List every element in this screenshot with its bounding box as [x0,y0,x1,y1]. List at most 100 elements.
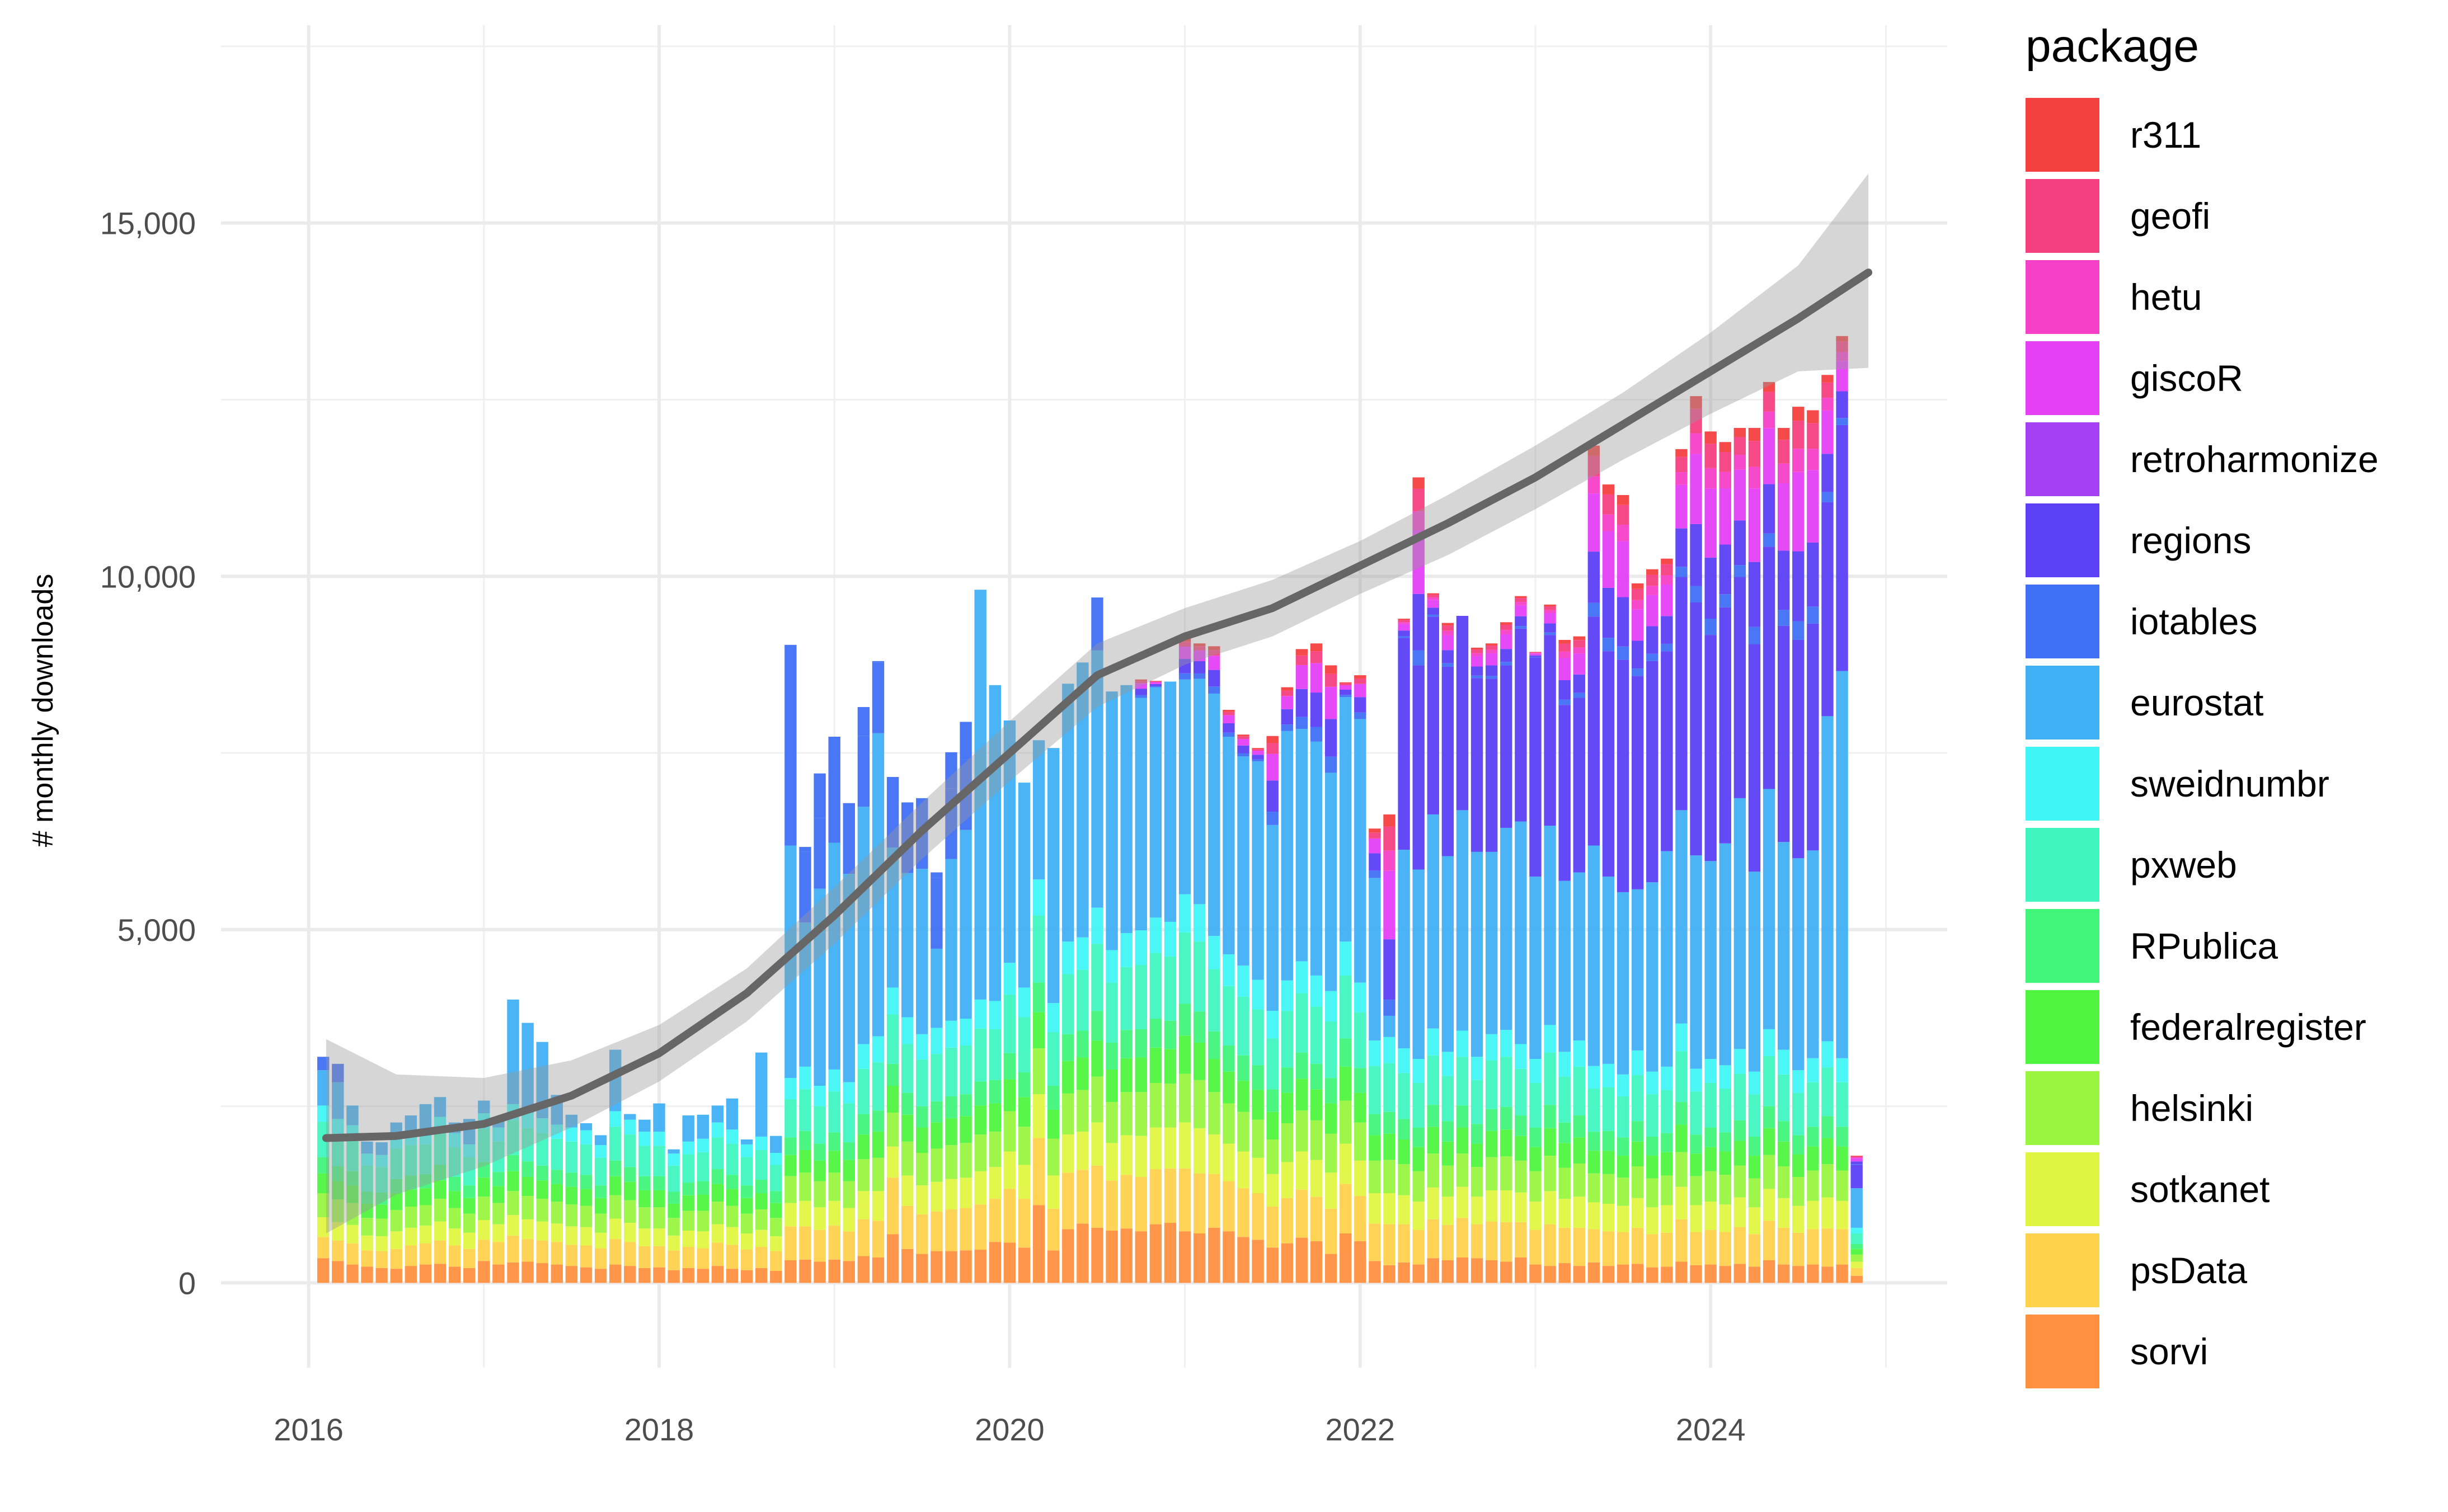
bar-segment-geofi [1281,690,1293,696]
bar-segment-hetu [1807,449,1819,470]
bar-segment-psData [448,1245,461,1267]
bar-segment-iotables [1733,565,1746,577]
bar-segment-eurostat [1398,850,1410,1049]
bar-segment-helsinki [799,1172,811,1201]
bar-segment-helsinki [857,1159,870,1191]
bar-segment-RPublica [1631,1121,1644,1142]
bar-segment-helsinki [1135,1092,1147,1136]
bar-segment-sotkanet [492,1224,505,1242]
bar-segment-geofi [1310,651,1323,663]
bar-segment-helsinki [346,1203,359,1225]
bar-segment-federalregister [1193,1042,1206,1080]
bar-segment-regions [1587,552,1600,603]
bar-segment-RPublica [463,1185,476,1198]
bar-segment-helsinki [521,1196,534,1219]
bar-segment-giscoR [1821,410,1834,454]
bar-segment-sotkanet [931,1181,943,1212]
bar-segment-federalregister [1252,1090,1264,1120]
bar-segment-helsinki [1500,1156,1512,1190]
bar-segment-sorvi [419,1264,432,1283]
bar-segment-eurostat [346,1105,359,1125]
bar-segment-eurostat [390,1122,402,1135]
bar-segment-pxweb [594,1157,607,1186]
bar-segment-psData [1529,1230,1542,1265]
bar-segment-sweidnumbr [989,1001,1001,1029]
bar-segment-regions [1690,524,1702,586]
bar-segment-eurostat [901,873,914,1018]
bar-segment-giscoR [1807,470,1819,543]
bar-segment-psData [1748,1234,1761,1267]
bar-segment-sorvi [814,1261,826,1283]
bar-segment-sweidnumbr [1661,1066,1673,1090]
bar-segment-federalregister [1441,1141,1454,1166]
bar-segment-sorvi [1807,1264,1819,1283]
bar-segment-psData [390,1249,402,1269]
bar-segment-pxweb [448,1147,461,1177]
bar-segment-sweidnumbr [960,1019,972,1045]
bar-segment-eurostat [960,830,972,1019]
bar-segment-RPublica [1120,1030,1133,1058]
bar-segment-sweidnumbr [1281,980,1293,1011]
bar-segment-RPublica [638,1176,651,1190]
bar-segment-iotables [872,661,885,663]
bar-segment-federalregister [1354,1092,1366,1123]
bar-segment-regions [1807,542,1819,607]
bar-segment-r311 [1500,622,1512,625]
bar-segment-sorvi [1077,1223,1089,1283]
bar-segment-iotables [945,752,957,789]
bar-segment-iotables [1529,657,1542,658]
bar-segment-psData [697,1248,709,1269]
bar-segment-sotkanet [1369,1193,1381,1224]
bar-segment-sotkanet [1821,1197,1834,1229]
bar-segment-pxweb [507,1120,519,1155]
bar-segment-sorvi [1850,1275,1863,1283]
bar-segment-sorvi [916,1254,928,1283]
bar-segment-giscoR [1515,605,1527,616]
bar-segment-giscoR [1748,488,1761,562]
bar-segment-psData [814,1230,826,1262]
bar-segment-RPublica [1310,1063,1323,1090]
bar-segment-sorvi [1369,1261,1381,1283]
bar-segment-r311 [1485,643,1498,646]
bar-segment-sorvi [711,1266,724,1283]
bar-segment-giscoR [1295,665,1308,689]
bar-segment-eurostat [419,1104,432,1131]
legend-key-helsinki [2026,1071,2099,1145]
bar-segment-RPublica [1807,1127,1819,1147]
bar-segment-sweidnumbr [1500,1030,1512,1057]
bar-segment-geofi [1587,455,1600,477]
bar-segment-sweidnumbr [974,999,986,1029]
bar-segment-r311 [1470,647,1483,650]
bar-segment-r311 [1427,593,1439,595]
bar-segment-sotkanet [1456,1186,1469,1218]
bar-segment-pxweb [1149,953,1162,1019]
bar-segment-psData [1544,1224,1556,1266]
bar-segment-regions [1792,639,1805,859]
bar-segment-psData [740,1250,753,1270]
bar-segment-federalregister [1077,1057,1089,1090]
bar-segment-regions [1456,616,1469,811]
bar-segment-sweidnumbr [1544,1025,1556,1053]
bar-segment-eurostat [668,1149,680,1154]
bar-segment-iotables [1412,650,1425,666]
bar-segment-eurostat [1704,861,1717,1059]
bar-segment-sweidnumbr [1719,1065,1731,1089]
bar-segment-pxweb [697,1152,709,1181]
bar-segment-hetu [1661,575,1673,585]
bar-segment-sweidnumbr [1529,1059,1542,1083]
bar-segment-r311 [1193,643,1206,647]
bar-segment-helsinki [843,1181,855,1208]
bar-segment-iotables [317,1057,330,1071]
bar-segment-regions [1573,674,1585,693]
bar-segment-sorvi [1515,1257,1527,1283]
bar-segment-federalregister [1602,1151,1615,1174]
bar-segment-regions [1763,484,1775,534]
bar-segment-sotkanet [1324,1172,1337,1209]
bar-segment-psData [1018,1199,1031,1248]
bar-segment-geofi [1369,832,1381,839]
bar-segment-pxweb [1485,1060,1498,1109]
bar-segment-RPublica [1544,1105,1556,1128]
bar-segment-RPublica [434,1165,447,1181]
bar-segment-giscoR [1529,653,1542,656]
bar-segment-RPublica [945,1096,957,1119]
